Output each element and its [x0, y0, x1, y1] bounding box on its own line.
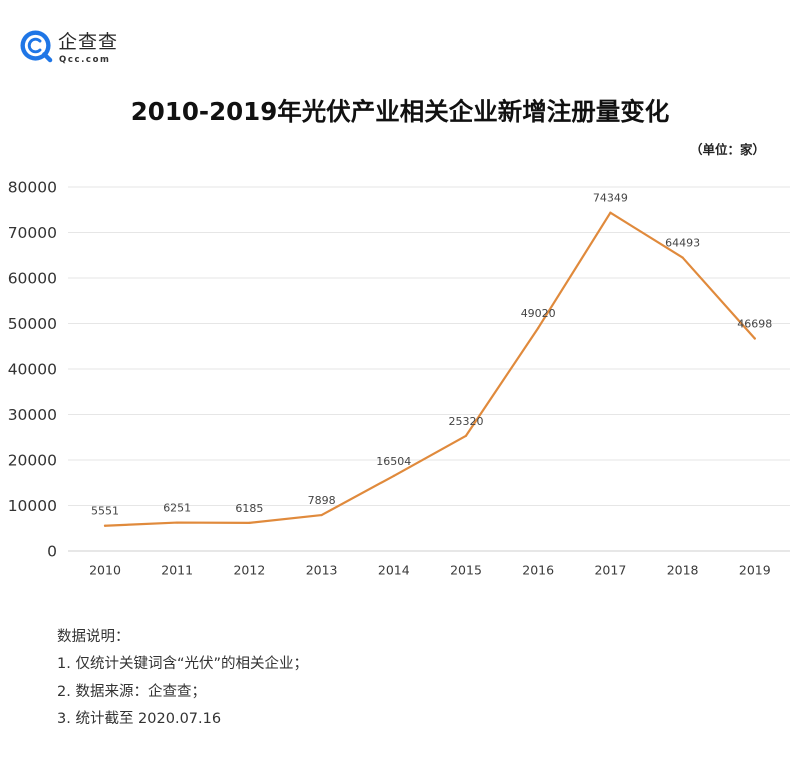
series-group [103, 211, 756, 527]
data-label: 49020 [521, 307, 556, 320]
data-point [320, 513, 323, 517]
x-tick-label: 2018 [667, 563, 699, 578]
line-chart: 0 10000 20000 30000 40000 50000 60000 70000 8000… [8, 179, 790, 578]
data-label: 64493 [665, 237, 700, 250]
notes-item-3: 3. 统计截至 2020.07.16 [57, 710, 222, 727]
data-point [248, 521, 251, 524]
x-tick-label: 2016 [522, 563, 554, 578]
logo-name: 企查查 [58, 31, 119, 53]
series-line [103, 211, 756, 527]
x-tick-label: 2014 [378, 563, 410, 578]
data-point [753, 337, 756, 340]
y-tick-label: 20000 [8, 452, 57, 470]
data-labels: 5551 6251 6185 7898 16504 25320 49020 74349 6449… [91, 192, 772, 518]
y-tick-label: 30000 [8, 406, 57, 424]
data-label: 6185 [235, 502, 263, 515]
x-tick-label: 2019 [739, 563, 771, 578]
data-point [464, 434, 468, 437]
qcc-logo-icon [20, 30, 53, 63]
data-label: 46698 [737, 318, 772, 331]
x-tick-label: 2012 [233, 563, 265, 578]
x-tick-label: 2015 [450, 563, 482, 578]
data-label: 6251 [163, 502, 191, 515]
y-tick-label: 0 [47, 543, 57, 561]
x-tick-label: 2017 [594, 563, 626, 578]
data-label: 25320 [449, 415, 484, 428]
data-point [103, 524, 107, 527]
chart-unit: （单位：家） [689, 142, 765, 157]
data-point [176, 521, 179, 524]
notes-item-2: 2. 数据来源：企查查； [57, 683, 206, 700]
chart-title: 2010-2019年光伏产业相关企业新增注册量变化 [130, 97, 670, 126]
x-tick-label: 2010 [89, 563, 121, 578]
data-point [537, 326, 540, 330]
y-tick-label: 70000 [8, 224, 57, 242]
notes-item-1: 1. 仅统计关键词含“光伏”的相关企业； [57, 656, 308, 673]
qcc-logo: 企查查 Qcc.com [20, 29, 130, 69]
y-tick-label: 80000 [8, 179, 57, 197]
notes-heading: 数据说明： [57, 629, 130, 645]
gridlines [68, 186, 790, 552]
data-label: 5551 [91, 505, 119, 518]
x-tick-label: 2013 [306, 563, 338, 578]
data-point [609, 211, 612, 214]
data-label: 74349 [593, 192, 628, 205]
y-tick-label: 10000 [8, 497, 57, 515]
data-notes: 数据说明： 1. 仅统计关键词含“光伏”的相关企业； 2. 数据来源：企查查； … [57, 624, 308, 733]
data-label: 7898 [308, 494, 336, 507]
x-axis-labels: 2010 2011 2012 2013 2014 2015 2016 2017 2018 2019 [89, 563, 771, 578]
data-point [681, 256, 684, 259]
y-tick-label: 50000 [8, 315, 57, 333]
data-point [392, 474, 395, 478]
data-label: 16504 [376, 455, 411, 468]
y-axis-labels: 0 10000 20000 30000 40000 50000 60000 70000 8000… [8, 179, 57, 561]
y-tick-label: 60000 [8, 270, 57, 288]
x-tick-label: 2011 [161, 563, 193, 578]
logo-domain: Qcc.com [59, 55, 111, 65]
y-tick-label: 40000 [8, 361, 57, 379]
